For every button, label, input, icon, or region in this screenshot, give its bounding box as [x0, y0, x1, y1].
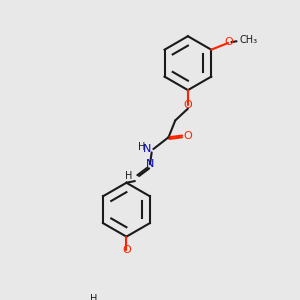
- Text: N: N: [143, 144, 152, 154]
- Text: O: O: [184, 100, 192, 110]
- Text: CH₃: CH₃: [239, 35, 257, 45]
- Text: N: N: [146, 159, 154, 169]
- Text: H: H: [138, 142, 145, 152]
- Text: O: O: [184, 131, 192, 141]
- Text: H: H: [125, 171, 132, 181]
- Text: O: O: [122, 245, 131, 255]
- Text: H: H: [90, 294, 97, 300]
- Text: O: O: [224, 37, 233, 47]
